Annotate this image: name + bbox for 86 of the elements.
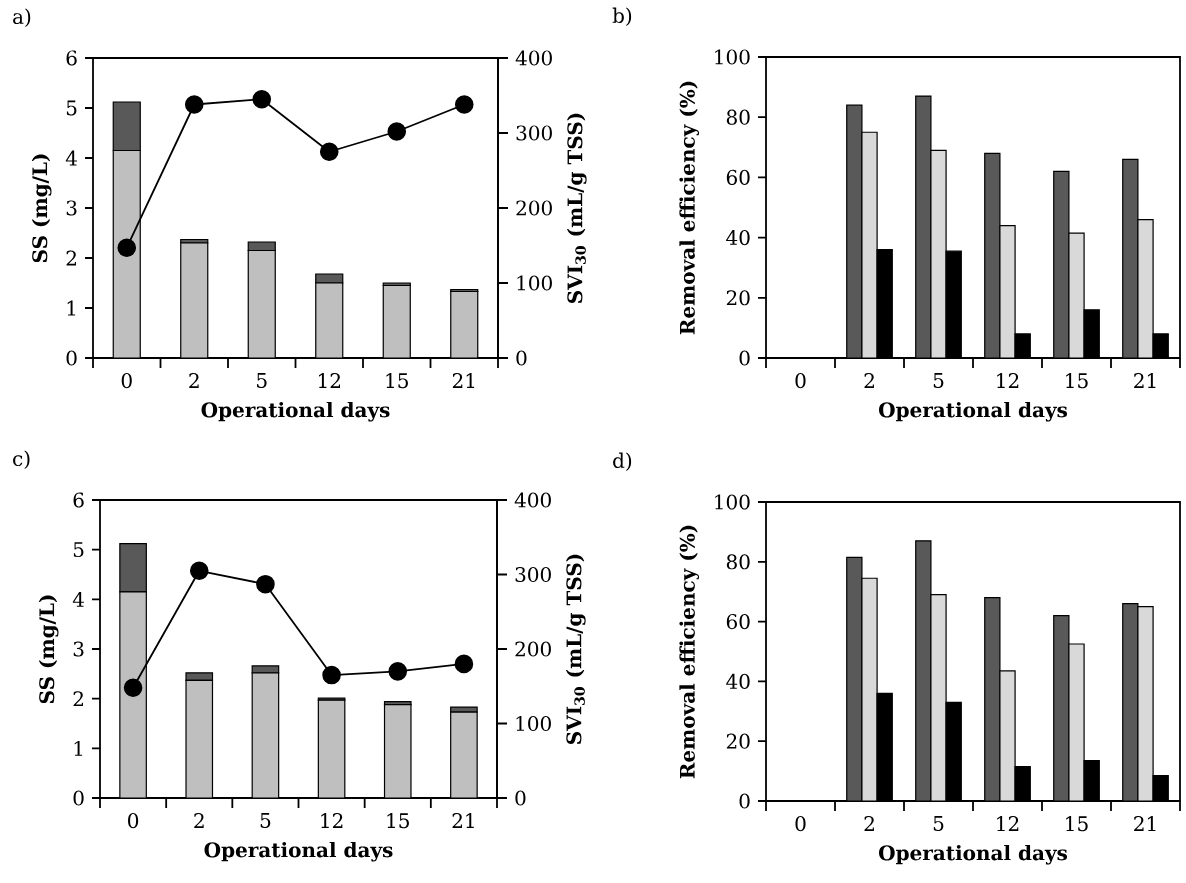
x-tick-label: 12 [321, 813, 343, 828]
y-tick-label: 2 [66, 250, 76, 266]
point [189, 561, 209, 581]
y-tick-label: 6 [66, 50, 77, 66]
y-axis-title: SS (mg/L) [31, 154, 52, 263]
point [184, 95, 204, 114]
y-tick-label: 100 [715, 49, 750, 65]
x-tick-label: 15 [1066, 816, 1088, 832]
x-tick-label: 2 [189, 373, 199, 388]
y-tick-label: 0 [73, 790, 84, 806]
y-tick-label: 100 [715, 494, 750, 510]
x-tick-label: 2 [864, 816, 874, 831]
y-tick-label: 40 [726, 230, 750, 246]
x-axis-title: Operational days [204, 841, 393, 862]
x-tick-label: 0 [795, 816, 806, 832]
x-tick-label: 12 [997, 373, 1019, 388]
point [454, 654, 474, 674]
chart-title: a) [13, 8, 31, 27]
x-tick-label: 5 [933, 816, 944, 831]
y-tick-label: 4 [72, 591, 84, 607]
point [388, 662, 408, 681]
y-tick-label: 5 [73, 542, 84, 558]
x-tick-label: 15 [386, 373, 408, 389]
y-tick-label: 6 [73, 492, 84, 508]
y-tick-label: 3 [73, 641, 84, 657]
y-tick-label: 4 [65, 150, 77, 166]
x-tick-label: 21 [1134, 373, 1156, 388]
chart-title: d) [613, 452, 632, 471]
x-tick-label: 21 [452, 813, 474, 828]
x-tick-label: 0 [128, 813, 139, 829]
chart-title: b) [612, 7, 632, 26]
point [387, 122, 407, 141]
x-tick-label: 15 [387, 813, 409, 829]
x-tick-label: 12 [997, 816, 1019, 831]
x-tick-label: 0 [795, 373, 806, 389]
y2-tick-label: 100 [517, 275, 552, 291]
point [252, 89, 272, 109]
x-tick-label: 5 [260, 813, 271, 828]
y2-tick-label: 300 [516, 125, 552, 141]
point [123, 678, 143, 698]
y2-axis-title: SVI$_{30}$ (mL/g TSS) [566, 113, 587, 303]
y-tick-label: 60 [726, 169, 750, 185]
x-tick-label: 0 [121, 373, 132, 389]
y-tick-label: 40 [726, 673, 750, 689]
point [117, 238, 137, 258]
y2-tick-label: 100 [516, 715, 551, 732]
y-axis-title: Removal efficiency (%) [679, 81, 700, 335]
y-axis-title: SS (mg/L) [38, 595, 59, 704]
y-tick-label: 0 [66, 350, 77, 366]
x-tick-label: 12 [318, 373, 341, 388]
x-tick-label: 5 [933, 373, 944, 388]
x-tick-label: 21 [452, 373, 475, 388]
y2-axis-title: SVI$_{30}$ (mL/g TSS) [565, 554, 586, 744]
x-axis-title: Operational days [879, 401, 1068, 422]
x-tick-label: 2 [864, 373, 874, 388]
x-axis-title: Operational days [201, 401, 390, 422]
y-tick-label: 60 [726, 614, 750, 630]
x-tick-label: 15 [1066, 373, 1088, 389]
y2-tick-label: 400 [514, 492, 551, 508]
y2-tick-label: 0 [516, 350, 527, 366]
y-tick-label: 1 [67, 300, 76, 316]
point [319, 142, 339, 162]
y-tick-label: 80 [726, 109, 750, 125]
x-tick-label: 2 [194, 813, 204, 828]
y2-tick-label: 400 [515, 50, 552, 66]
y2-tick-label: 200 [516, 200, 552, 216]
y-tick-label: 5 [66, 100, 77, 116]
y-tick-label: 1 [74, 740, 83, 756]
chart-title: c) [13, 450, 30, 469]
y2-tick-label: 0 [515, 790, 526, 806]
y-tick-label: 2 [73, 691, 83, 707]
y-tick-label: 20 [726, 290, 750, 306]
y2-tick-label: 300 [515, 566, 551, 583]
y2-tick-label: 200 [515, 641, 551, 657]
y-tick-label: 80 [726, 554, 750, 570]
point [454, 95, 474, 114]
point [256, 574, 275, 594]
y-tick-label: 3 [66, 200, 77, 216]
y-tick-label: 20 [726, 733, 750, 749]
y-tick-label: 0 [739, 793, 750, 809]
x-axis-title: Operational days [879, 844, 1068, 865]
y-tick-label: 0 [739, 350, 750, 366]
y-axis-title: Removal efficiency (%) [679, 525, 700, 779]
x-tick-label: 21 [1134, 816, 1156, 831]
point [322, 665, 341, 685]
x-tick-label: 5 [257, 373, 267, 388]
